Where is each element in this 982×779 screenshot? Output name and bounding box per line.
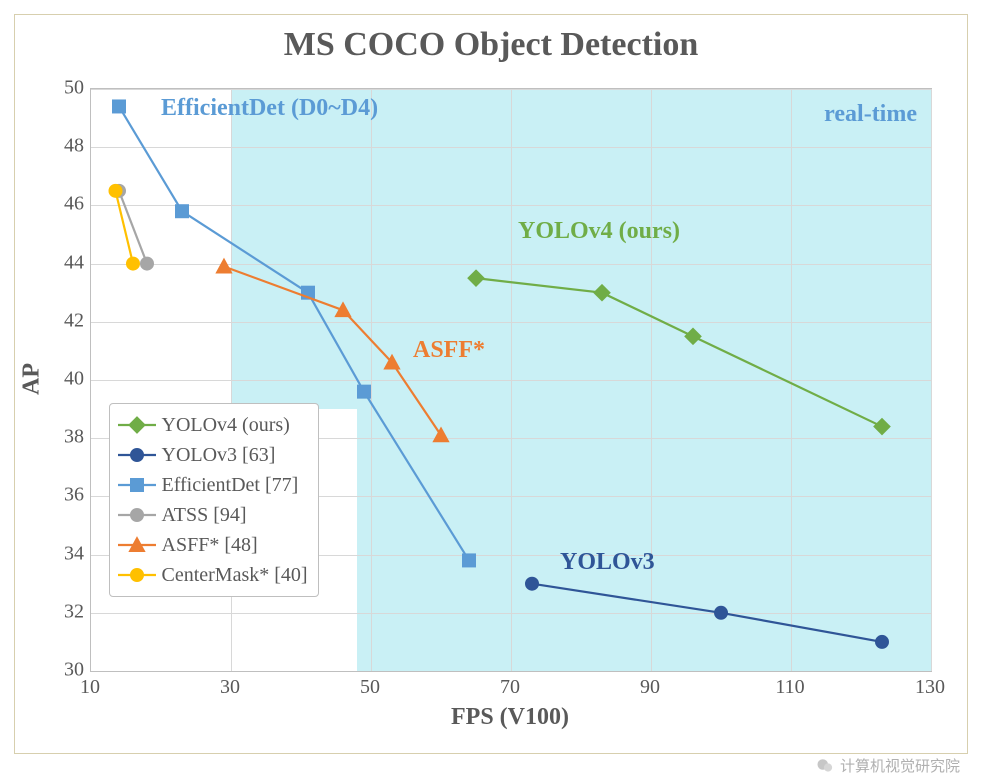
series-marker-centermask bbox=[127, 257, 140, 270]
chart-title: MS COCO Object Detection bbox=[0, 26, 982, 64]
y-tick-label: 36 bbox=[56, 484, 84, 507]
series-marker-efficientdet bbox=[176, 205, 189, 218]
x-tick-label: 50 bbox=[360, 676, 380, 699]
y-tick-label: 30 bbox=[56, 659, 84, 682]
y-tick-label: 44 bbox=[56, 251, 84, 274]
series-marker-yolov4 bbox=[468, 270, 484, 286]
chart-annotation: ASFF* bbox=[413, 337, 485, 364]
y-tick-label: 42 bbox=[56, 309, 84, 332]
legend-swatch bbox=[118, 565, 156, 585]
series-marker-yolov3 bbox=[715, 606, 728, 619]
series-marker-efficientdet bbox=[463, 554, 476, 567]
legend-label: YOLOv4 (ours) bbox=[162, 414, 290, 437]
series-marker-yolov4 bbox=[594, 285, 610, 301]
y-tick-label: 40 bbox=[56, 368, 84, 391]
chart-annotation: EfficientDet (D0~D4) bbox=[161, 95, 378, 122]
series-marker-yolov3 bbox=[526, 577, 539, 590]
chart-container: MS COCO Object Detection YOLOv4 (ours) Y… bbox=[0, 0, 982, 778]
legend: YOLOv4 (ours) YOLOv3 [63] EfficientDet [… bbox=[109, 403, 319, 597]
wechat-icon bbox=[816, 757, 834, 775]
legend-swatch bbox=[118, 445, 156, 465]
x-tick-label: 90 bbox=[640, 676, 660, 699]
legend-swatch bbox=[118, 535, 156, 555]
series-marker-centermask bbox=[109, 184, 122, 197]
legend-label: YOLOv3 [63] bbox=[162, 444, 276, 467]
plot-area: YOLOv4 (ours) YOLOv3 [63] EfficientDet [… bbox=[90, 88, 932, 672]
series-marker-asff bbox=[335, 302, 351, 316]
legend-item: YOLOv4 (ours) bbox=[118, 410, 308, 440]
series-line-yolov3 bbox=[532, 584, 882, 642]
x-tick-label: 70 bbox=[500, 676, 520, 699]
x-tick-label: 110 bbox=[775, 676, 804, 699]
legend-label: ATSS [94] bbox=[162, 504, 247, 527]
series-marker-efficientdet bbox=[358, 385, 371, 398]
legend-label: ASFF* [48] bbox=[162, 534, 258, 557]
legend-item: ASFF* [48] bbox=[118, 530, 308, 560]
legend-item: ATSS [94] bbox=[118, 500, 308, 530]
x-tick-label: 30 bbox=[220, 676, 240, 699]
legend-item: CenterMask* [40] bbox=[118, 560, 308, 590]
watermark-text: 计算机视觉研究院 bbox=[840, 755, 960, 776]
legend-swatch bbox=[118, 505, 156, 525]
legend-item: EfficientDet [77] bbox=[118, 470, 308, 500]
series-marker-yolov4 bbox=[874, 418, 890, 434]
y-tick-label: 46 bbox=[56, 193, 84, 216]
series-marker-yolov4 bbox=[685, 328, 701, 344]
legend-label: EfficientDet [77] bbox=[162, 474, 299, 497]
series-marker-yolov3 bbox=[876, 635, 889, 648]
y-tick-label: 34 bbox=[56, 542, 84, 565]
y-axis-label: AP bbox=[19, 363, 46, 395]
gridline-v bbox=[931, 89, 932, 671]
series-marker-atss bbox=[141, 257, 154, 270]
y-tick-label: 32 bbox=[56, 600, 84, 623]
y-tick-label: 50 bbox=[56, 77, 84, 100]
legend-swatch bbox=[118, 475, 156, 495]
legend-item: YOLOv3 [63] bbox=[118, 440, 308, 470]
x-tick-label: 130 bbox=[915, 676, 945, 699]
chart-annotation: YOLOv4 (ours) bbox=[518, 218, 680, 245]
series-line-yolov4 bbox=[476, 278, 882, 426]
series-marker-asff bbox=[216, 259, 232, 273]
series-marker-asff bbox=[433, 427, 449, 441]
x-axis-label: FPS (V100) bbox=[451, 704, 569, 731]
series-marker-efficientdet bbox=[113, 100, 126, 113]
chart-annotation: YOLOv3 bbox=[560, 549, 655, 576]
legend-swatch bbox=[118, 415, 156, 435]
legend-label: CenterMask* [40] bbox=[162, 564, 308, 587]
watermark: 计算机视觉研究院 bbox=[816, 755, 960, 776]
y-tick-label: 38 bbox=[56, 426, 84, 449]
y-tick-label: 48 bbox=[56, 135, 84, 158]
chart-annotation: real-time bbox=[824, 101, 917, 128]
